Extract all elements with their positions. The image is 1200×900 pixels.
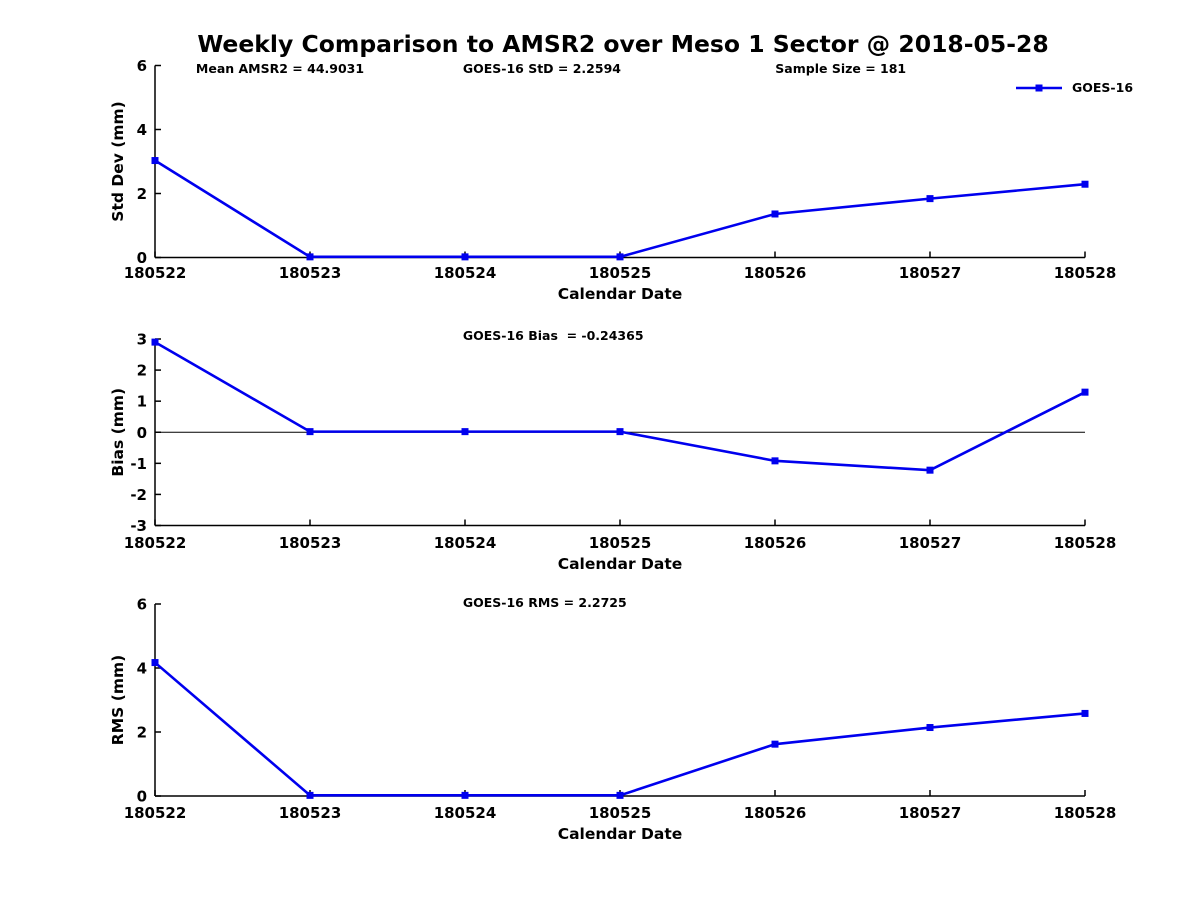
y-axis-label: Bias (mm) [109, 388, 127, 477]
x-axis-label: Calendar Date [558, 555, 683, 573]
y-tick-label: 0 [137, 424, 147, 442]
subplot-std-dev-mm-: 0 2 4 6 180522 180523 180524 180525 180526 180527… [109, 57, 1116, 303]
y-tick-label: 6 [137, 57, 147, 75]
data-point-marker [306, 253, 314, 261]
x-tick-label: 180523 [279, 264, 342, 282]
x-tick-label: 180527 [899, 804, 962, 822]
x-axis-label: Calendar Date [558, 825, 683, 843]
data-point-marker [926, 724, 934, 732]
data-point-marker [151, 157, 159, 165]
data-point-marker [771, 210, 779, 218]
y-tick-label: 2 [137, 185, 147, 203]
series-line [154, 159, 1086, 259]
data-point-marker [151, 659, 159, 667]
y-tick-label: -1 [130, 455, 147, 473]
legend-label: GOES-16 [1072, 80, 1134, 95]
y-tick-label: 2 [137, 724, 147, 742]
data-point-marker [306, 791, 314, 799]
data-point-marker [1081, 709, 1089, 717]
axis-annotation: Mean AMSR2 = 44.9031 [196, 61, 364, 76]
data-point-marker [616, 791, 624, 799]
axis-annotation: GOES-16 RMS = 2.2725 [463, 595, 627, 610]
x-tick-label: 180526 [744, 264, 807, 282]
y-axis-label: RMS (mm) [109, 655, 127, 745]
axis-annotation: GOES-16 StD = 2.2594 [463, 61, 621, 76]
x-tick-label: 180525 [589, 534, 652, 552]
data-point-marker [461, 791, 469, 799]
x-tick-label: 180525 [589, 264, 652, 282]
x-tick-label: 180524 [434, 804, 497, 822]
x-tick-label: 180524 [434, 534, 497, 552]
y-tick-label: -2 [130, 486, 147, 504]
y-axis-label: Std Dev (mm) [109, 101, 127, 221]
y-tick-label: 6 [137, 596, 147, 614]
x-tick-label: 180523 [279, 804, 342, 822]
x-tick-label: 180525 [589, 804, 652, 822]
x-tick-label: 180528 [1054, 534, 1117, 552]
x-tick-label: 180526 [744, 804, 807, 822]
x-tick-label: 180522 [124, 534, 187, 552]
y-tick-label: 4 [137, 660, 147, 678]
data-point-marker [151, 338, 159, 346]
y-tick-label: 4 [137, 121, 147, 139]
x-tick-label: 180527 [899, 534, 962, 552]
x-tick-label: 180522 [124, 264, 187, 282]
x-tick-label: 180527 [899, 264, 962, 282]
y-tick-label: 1 [137, 393, 147, 411]
y-tick-label: 2 [137, 362, 147, 380]
data-point-marker [306, 428, 314, 436]
legend: GOES-16 [1014, 80, 1133, 95]
x-tick-label: 180523 [279, 534, 342, 552]
legend-marker-icon [1035, 84, 1043, 91]
x-axis-label: Calendar Date [558, 285, 683, 303]
subplot-bias-mm-: -3 -2 -1 0 1 2 3 180522 180523 180524 180525 180526… [109, 328, 1116, 573]
data-point-marker [771, 740, 779, 748]
data-point-marker [926, 466, 934, 474]
series-line [154, 340, 1086, 472]
data-point-marker [771, 457, 779, 465]
subplot-rms-mm-: 0 2 4 6 180522 180523 180524 180525 180526 180527… [109, 595, 1116, 843]
data-point-marker [461, 253, 469, 261]
data-point-marker [1081, 180, 1089, 188]
x-tick-label: 180528 [1054, 264, 1117, 282]
y-tick-label: -3 [130, 517, 147, 535]
series-line [154, 661, 1086, 797]
data-point-marker [1081, 388, 1089, 396]
data-point-marker [616, 253, 624, 261]
x-tick-label: 180522 [124, 804, 187, 822]
y-tick-label: 3 [137, 331, 147, 349]
y-tick-label: 0 [137, 249, 147, 267]
data-point-marker [616, 428, 624, 436]
data-point-marker [461, 428, 469, 436]
x-tick-label: 180524 [434, 264, 497, 282]
x-tick-label: 180528 [1054, 804, 1117, 822]
x-tick-label: 180526 [744, 534, 807, 552]
y-tick-label: 0 [137, 788, 147, 806]
axis-annotation: GOES-16 Bias = -0.24365 [463, 328, 644, 343]
chart-title: Weekly Comparison to AMSR2 over Meso 1 S… [197, 30, 1049, 58]
legend-line-sample-icon [1016, 84, 1062, 91]
data-point-marker [926, 195, 934, 203]
axis-annotation: Sample Size = 181 [775, 61, 906, 76]
